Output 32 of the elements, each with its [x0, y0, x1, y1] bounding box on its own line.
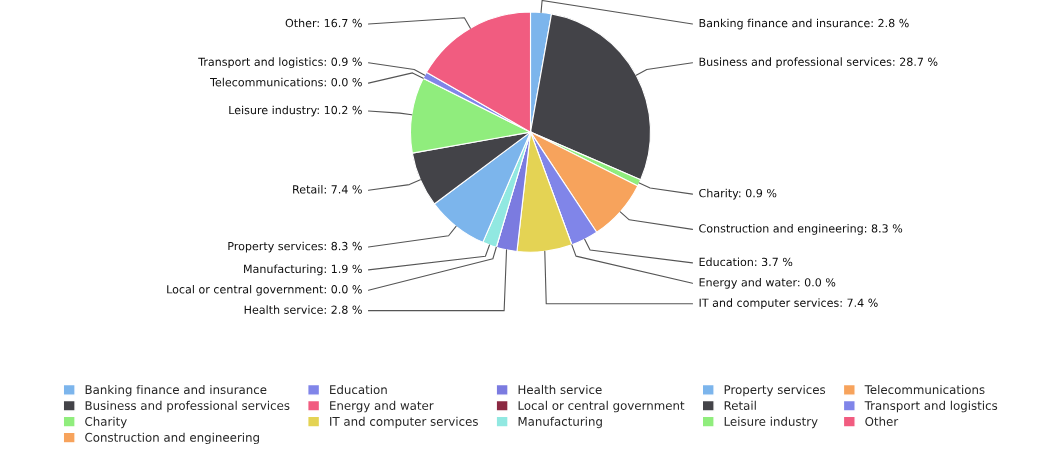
legend-label: Transport and logistics	[864, 400, 998, 413]
data-label: Other: 16.7 %	[285, 18, 362, 28]
text: Energy and water: 0.0 %	[699, 277, 836, 289]
data-label: Property services: 8.3 %	[228, 241, 362, 253]
legend-label: Banking finance and insurance	[85, 384, 267, 397]
data-label: Business and professional services: 28.7 %	[699, 57, 938, 69]
data-label: Construction and engineering: 8.3 %	[699, 223, 903, 235]
legend-label: Construction and engineering	[85, 432, 259, 445]
data-label: Charity: 0.9 %	[699, 188, 777, 200]
text: Local or central government: 0.0 %	[167, 284, 362, 296]
data-label: Manufacturing: 1.9 %	[244, 264, 362, 276]
data-label: IT and computer services: 7.4 %	[699, 298, 878, 310]
legend-label: Education	[330, 384, 387, 395]
legend-label: Manufacturing	[518, 416, 602, 429]
data-label: Leisure industry: 10.2 %	[229, 105, 362, 117]
legend-label: Other	[865, 416, 899, 426]
data-label: Transport and logistics: 0.9 %	[198, 57, 362, 69]
legend-label: Charity	[85, 416, 127, 429]
legend-label: Energy and water	[330, 400, 434, 413]
legend-label: Leisure industry	[724, 416, 818, 429]
data-label: Education: 3.7 %	[699, 257, 793, 267]
legend-label: IT and computer services	[330, 416, 478, 429]
legend-label: Business and professional services	[85, 400, 290, 413]
data-label: Retail: 7.4 %	[293, 184, 362, 194]
legend-label: Telecommunications	[864, 384, 985, 395]
legend-label: Health service	[518, 384, 602, 395]
legend-label: Property services	[724, 384, 826, 397]
legend-label: Retail	[724, 400, 756, 410]
legend-label: Local or central government	[518, 400, 685, 413]
data-label: Health service: 2.8 %	[244, 305, 362, 314]
text: Telecommunications: 0.0 %	[210, 77, 362, 87]
data-label: Banking finance and insurance: 2.8 %	[699, 18, 909, 30]
